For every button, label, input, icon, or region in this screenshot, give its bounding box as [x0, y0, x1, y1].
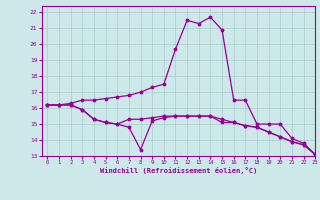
- X-axis label: Windchill (Refroidissement éolien,°C): Windchill (Refroidissement éolien,°C): [100, 167, 257, 174]
